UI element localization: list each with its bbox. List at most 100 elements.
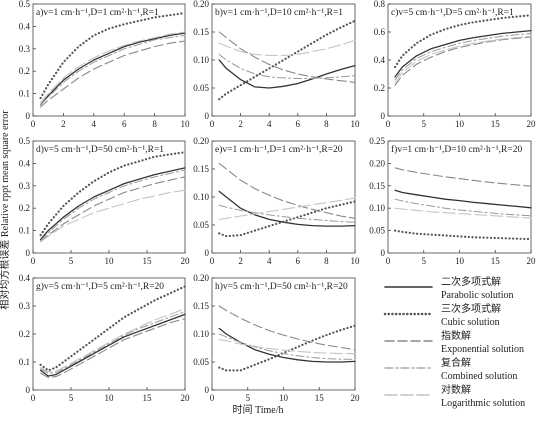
series-line-combined-solution [40,311,186,374]
series-line-parabolic-solution [39,167,186,241]
series-line-cubic-solution [39,285,187,372]
series-line-exponential-solution [394,36,532,86]
x-tick-label: 8 [324,256,329,266]
panel-frame [387,3,532,117]
x-tick-label: 10 [105,256,115,266]
panel-title: c)v=5 cm·h⁻¹,D=5 cm²·h⁻¹,R=1 [391,7,514,18]
x-tick-label: 6 [296,256,301,266]
x-tick-label: 15 [143,393,153,403]
x-tick-label: 10 [455,256,465,266]
legend-item: 二次多项式解 Parabolic solution [384,275,514,301]
series-line-parabolic-solution [39,32,186,106]
x-tick-label: 5 [422,256,427,266]
legend-label-en: Logarithmic solution [441,398,525,409]
y-tick-label: 0.5 [19,136,31,146]
x-tick-label: 4 [92,119,97,129]
y-tick-label: 0.4 [19,273,31,283]
series-line-combined-solution [394,198,532,217]
panel-frame [32,140,186,254]
series-line-cubic-solution [218,324,357,372]
x-tick-label: 15 [315,393,325,403]
series-line-logarithmic-solution [394,35,532,83]
panel-b: 0 0.05 0.10 0.15 0.20 0 2 4 6 8 10 b)v=1 cm·h⁻¹,D=1… [193,0,360,129]
x-tick-label: 4 [267,256,272,266]
x-tick-label: 0 [210,393,215,403]
y-tick-label: 0.2 [19,329,30,339]
x-tick-label: 2 [238,256,243,266]
y-tick-label: 0.2 [374,83,385,93]
panel-c: 0 0.2 0.4 0.6 0.8 0 5 10 15 20 c)v=5 cm·h⁻¹,D=5 cm… [374,0,536,129]
x-tick-label: 20 [527,119,537,129]
x-tick-label: 10 [351,256,361,266]
x-tick-label: 0 [386,256,391,266]
series-line-combined-solution [40,34,186,106]
x-tick-label: 2 [61,119,66,129]
x-tick-label: 2 [238,119,243,129]
x-tick-label: 20 [351,393,361,403]
panel-title: h)v=5 cm·h⁻¹,D=50 cm²·h⁻¹,R=20 [215,281,348,292]
legend-item: 对数解 Logarithmic solution [384,383,525,409]
x-tick-label: 0 [31,256,36,266]
panel-e: 0 0.05 0.10 0.15 0.20 0 2 4 6 8 10 e)v=1 cm·h⁻¹,D=1… [193,136,360,266]
panel-frame [32,277,186,391]
y-tick-label: 0 [205,385,210,395]
y-tick-label: 0.10 [193,329,209,339]
x-tick-label: 10 [455,119,465,129]
y-tick-label: 0 [381,111,386,121]
y-tick-label: 0 [381,248,386,258]
y-tick-label: 0.1 [19,89,30,99]
y-tick-label: 0 [205,248,210,258]
legend-label-en: Combined solution [441,371,517,382]
x-axis-title: 时间 Time/h [232,403,283,416]
x-tick-label: 0 [210,119,215,129]
legend-item: 指数解 Exponential solution [384,329,524,355]
series-line-combined-solution [394,32,532,81]
legend-label-en: Cubic solution [441,317,500,328]
series-line-exponential-solution [40,40,186,108]
y-tick-label: 0.3 [19,44,31,54]
y-tick-label: 0.2 [19,66,30,76]
y-tick-label: 0.15 [193,27,209,37]
x-tick-label: 15 [491,256,501,266]
series-line-exponential-solution [40,318,186,378]
series-line-logarithmic-solution [40,31,186,104]
y-tick-label: 0 [26,248,31,258]
x-tick-label: 6 [296,119,301,129]
y-tick-label: 0.4 [374,55,386,65]
series-line-cubic-solution [39,151,187,237]
y-tick-label: 0.20 [193,0,209,9]
legend-label-en: Exponential solution [441,344,524,355]
panels: 00.10.20.30.40.50 2 4 6 8 10a)v=1 cm·h⁻¹,D=1 … [19,0,536,403]
y-tick-label: 0.15 [369,181,385,191]
x-tick-label: 20 [181,393,191,403]
series-line-parabolic-solution [39,313,186,377]
series-line-cubic-solution [39,11,187,100]
x-tick-label: 8 [324,119,329,129]
y-tick-label: 0.15 [193,164,209,174]
y-tick-label: 0.3 [19,301,31,311]
y-tick-label: 0.1 [19,357,30,367]
panel-g: 0 0.1 0.2 0.3 0.4 0 5 10 15 20 g)v=5 cm·h⁻¹,D=5 cm… [19,273,190,403]
y-tick-label: 0 [205,111,210,121]
panel-title: g)v=5 cm·h⁻¹,D=5 cm²·h⁻¹,R=20 [36,281,164,292]
series-line-parabolic-solution [218,59,356,89]
y-tick-label: 0.15 [193,301,209,311]
x-tick-label: 5 [422,119,427,129]
y-tick-label: 0.20 [369,158,385,168]
x-tick-label: 20 [527,256,537,266]
panel-h: 0 0.05 0.10 0.15 0.20 0 5 10 15 20 h)v=5 cm·h⁻¹,D=… [193,273,360,403]
x-tick-label: 20 [181,256,191,266]
panel-d: 0 0.1 0.2 0.3 0.4 0.5 0 5 10 15 20 d)v=5 cm·h⁻¹,D=5… [19,136,190,266]
panel-a: 0 0.1 0.2 0.3 0.4 0.5 0 2 4 6 8 10 a)v=1 cm·h⁻¹,D=1 … [19,0,190,129]
series-line-logarithmic-solution [218,39,356,57]
series-line-logarithmic-solution [40,308,186,373]
legend-label-cn: 对数解 [441,383,471,396]
panel-f: 0 0.05 0.10 0.15 0.20 0.25 0 5 10 15 20 f)v=1 cm·h⁻… [369,136,536,266]
series-line-parabolic-solution [394,189,532,209]
panel-frame [32,3,186,117]
y-tick-label: 0.10 [369,203,385,213]
series-line-combined-solution [218,333,356,360]
x-tick-label: 0 [386,119,391,129]
y-tick-label: 0.05 [369,226,385,236]
series-line-cubic-solution [218,200,357,238]
